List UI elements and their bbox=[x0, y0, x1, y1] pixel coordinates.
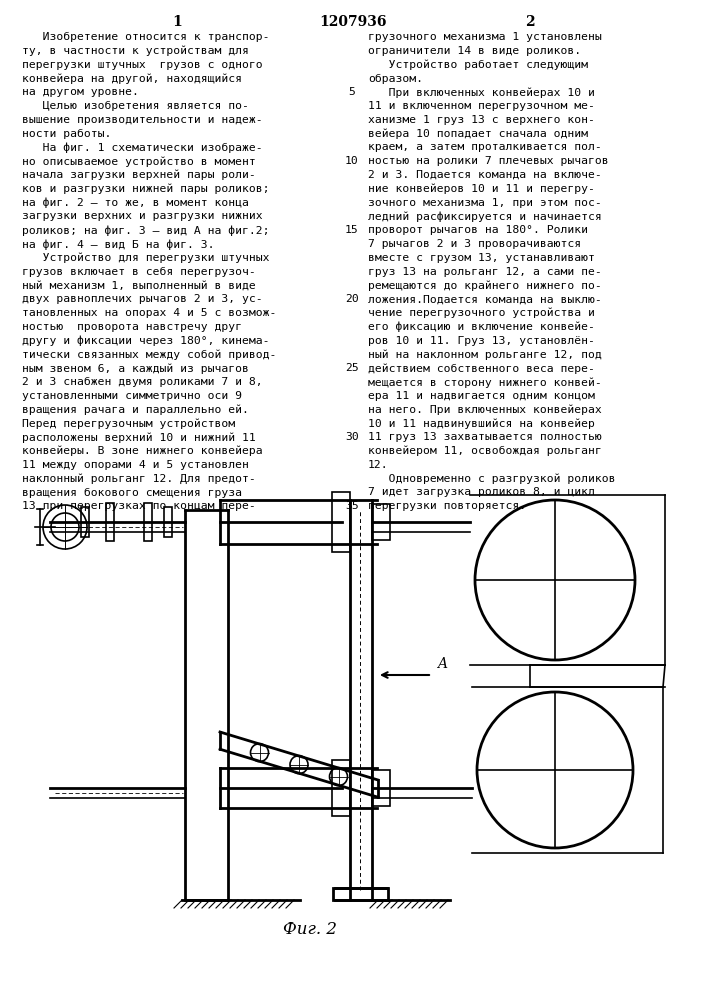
Text: двух равноплечих рычагов 2 и 3, ус-: двух равноплечих рычагов 2 и 3, ус- bbox=[22, 294, 262, 304]
Bar bbox=[81, 507, 89, 537]
Text: другу и фиксации через 180°, кинема-: другу и фиксации через 180°, кинема- bbox=[22, 336, 269, 346]
Bar bbox=[372, 770, 390, 806]
Text: груз 13 на рольганг 12, а сами пе-: груз 13 на рольганг 12, а сами пе- bbox=[368, 267, 602, 277]
Text: тически связанных между собой привод-: тически связанных между собой привод- bbox=[22, 349, 276, 360]
Text: 11 и включенном перегрузочном ме-: 11 и включенном перегрузочном ме- bbox=[368, 101, 595, 111]
Text: ности работы.: ности работы. bbox=[22, 129, 112, 139]
Bar bbox=[144, 503, 152, 541]
Text: 7 идет загрузка роликов 8, и цикл: 7 идет загрузка роликов 8, и цикл bbox=[368, 487, 595, 497]
Text: чение перегрузочного устройства и: чение перегрузочного устройства и bbox=[368, 308, 595, 318]
Text: 15: 15 bbox=[345, 225, 359, 235]
Text: вышение производительности и надеж-: вышение производительности и надеж- bbox=[22, 115, 262, 125]
Text: ный на наклонном рольганге 12, под: ный на наклонном рольганге 12, под bbox=[368, 349, 602, 360]
Text: 11 груз 13 захватывается полностью: 11 груз 13 захватывается полностью bbox=[368, 432, 602, 442]
Text: ограничители 14 в виде роликов.: ограничители 14 в виде роликов. bbox=[368, 46, 581, 56]
Text: вейера 10 попадает сначала одним: вейера 10 попадает сначала одним bbox=[368, 129, 588, 139]
Text: ров 10 и 11. Груз 13, установлён-: ров 10 и 11. Груз 13, установлён- bbox=[368, 336, 595, 346]
Text: Устройство для перегрузки штучных: Устройство для перегрузки штучных bbox=[22, 253, 269, 263]
Text: ков и разгрузки нижней пары роликов;: ков и разгрузки нижней пары роликов; bbox=[22, 184, 269, 194]
Text: 20: 20 bbox=[345, 294, 359, 304]
Text: на другом уровне.: на другом уровне. bbox=[22, 87, 139, 97]
Bar bbox=[372, 504, 390, 540]
Text: на фиг. 4 – вид Б на фиг. 3.: на фиг. 4 – вид Б на фиг. 3. bbox=[22, 239, 214, 249]
Text: грузов включает в себя перегрузоч-: грузов включает в себя перегрузоч- bbox=[22, 267, 256, 277]
Text: ложения.Подается команда на выклю-: ложения.Подается команда на выклю- bbox=[368, 294, 602, 304]
Text: 1207936: 1207936 bbox=[320, 15, 387, 29]
Text: действием собственного веса пере-: действием собственного веса пере- bbox=[368, 363, 595, 374]
Text: конвейером 11, освобождая рольганг: конвейером 11, освобождая рольганг bbox=[368, 446, 602, 456]
Text: 10 и 11 надвинувшийся на конвейер: 10 и 11 надвинувшийся на конвейер bbox=[368, 418, 595, 429]
Bar bbox=[332, 760, 350, 816]
Text: Целью изобретения является по-: Целью изобретения является по- bbox=[22, 101, 249, 111]
Text: ханизме 1 груз 13 с верхнего кон-: ханизме 1 груз 13 с верхнего кон- bbox=[368, 115, 595, 125]
Text: установленными симметрично оси 9: установленными симметрично оси 9 bbox=[22, 391, 242, 401]
Text: 35: 35 bbox=[345, 501, 359, 511]
Text: наклонный рольганг 12. Для предот-: наклонный рольганг 12. Для предот- bbox=[22, 474, 256, 484]
Text: грузочного механизма 1 установлены: грузочного механизма 1 установлены bbox=[368, 32, 602, 42]
Text: расположены верхний 10 и нижний 11: расположены верхний 10 и нижний 11 bbox=[22, 432, 256, 443]
Text: ный механизм 1, выполненный в виде: ный механизм 1, выполненный в виде bbox=[22, 280, 256, 290]
Text: Фиг. 2: Фиг. 2 bbox=[283, 921, 337, 938]
Text: конвейера на другой, находящийся: конвейера на другой, находящийся bbox=[22, 73, 242, 84]
Text: 12.: 12. bbox=[368, 460, 389, 470]
Text: тановленных на опорах 4 и 5 с возмож-: тановленных на опорах 4 и 5 с возмож- bbox=[22, 308, 276, 318]
Text: 13 при перегрузках по концам пере-: 13 при перегрузках по концам пере- bbox=[22, 501, 256, 511]
Text: 7 рычагов 2 и 3 проворачиваются: 7 рычагов 2 и 3 проворачиваются bbox=[368, 239, 581, 249]
Text: 10: 10 bbox=[345, 156, 359, 166]
Text: его фиксацию и включение конвейе-: его фиксацию и включение конвейе- bbox=[368, 322, 595, 332]
Text: ера 11 и надвигается одним концом: ера 11 и надвигается одним концом bbox=[368, 391, 595, 401]
Text: на него. При включенных конвейерах: на него. При включенных конвейерах bbox=[368, 405, 602, 415]
Text: ным звеном 6, а каждый из рычагов: ным звеном 6, а каждый из рычагов bbox=[22, 363, 249, 374]
Bar bbox=[164, 507, 172, 537]
Text: загрузки верхних и разгрузки нижних: загрузки верхних и разгрузки нижних bbox=[22, 211, 262, 221]
Text: На фиг. 1 схематически изображе-: На фиг. 1 схематически изображе- bbox=[22, 142, 262, 153]
Text: 2 и 3 снабжен двумя роликами 7 и 8,: 2 и 3 снабжен двумя роликами 7 и 8, bbox=[22, 377, 262, 387]
Bar bbox=[332, 492, 350, 552]
Text: При включенных конвейерах 10 и: При включенных конвейерах 10 и bbox=[368, 87, 595, 98]
Text: 30: 30 bbox=[345, 432, 359, 442]
Text: краем, а затем проталкивается пол-: краем, а затем проталкивается пол- bbox=[368, 142, 602, 152]
Text: вращения бокового смещения груза: вращения бокового смещения груза bbox=[22, 487, 242, 498]
Text: роликов; на фиг. 3 – вид А на фиг.2;: роликов; на фиг. 3 – вид А на фиг.2; bbox=[22, 225, 269, 236]
Text: Одновременно с разгрузкой роликов: Одновременно с разгрузкой роликов bbox=[368, 474, 616, 484]
Text: вместе с грузом 13, устанавливают: вместе с грузом 13, устанавливают bbox=[368, 253, 595, 263]
Bar bbox=[106, 503, 114, 541]
Text: ледний расфиксируется и начинается: ледний расфиксируется и начинается bbox=[368, 211, 602, 222]
Text: конвейеры. В зоне нижнего конвейера: конвейеры. В зоне нижнего конвейера bbox=[22, 446, 262, 456]
Text: вращения рачага и параллельно ей.: вращения рачага и параллельно ей. bbox=[22, 405, 249, 415]
Text: зочного механизма 1, при этом пос-: зочного механизма 1, при этом пос- bbox=[368, 198, 602, 208]
Text: мещается в сторону нижнего конвей-: мещается в сторону нижнего конвей- bbox=[368, 377, 602, 387]
Text: на фиг. 2 – то же, в момент конца: на фиг. 2 – то же, в момент конца bbox=[22, 198, 249, 208]
Bar bbox=[333, 888, 388, 900]
Text: перегрузки штучных  грузов с одного: перегрузки штучных грузов с одного bbox=[22, 60, 262, 70]
Text: но описываемое устройство в момент: но описываемое устройство в момент bbox=[22, 156, 256, 167]
Text: A: A bbox=[437, 657, 447, 671]
Text: образом.: образом. bbox=[368, 73, 423, 84]
Text: перегрузки повторяется.: перегрузки повторяется. bbox=[368, 501, 526, 511]
Text: 1: 1 bbox=[172, 15, 182, 29]
Text: ту, в частности к устройствам для: ту, в частности к устройствам для bbox=[22, 46, 249, 56]
Text: начала загрузки верхней пары роли-: начала загрузки верхней пары роли- bbox=[22, 170, 256, 180]
Text: 11 между опорами 4 и 5 установлен: 11 между опорами 4 и 5 установлен bbox=[22, 460, 249, 470]
Text: ремещаются до крайнего нижнего по-: ремещаются до крайнего нижнего по- bbox=[368, 280, 602, 291]
Text: 25: 25 bbox=[345, 363, 359, 373]
Text: ностью на ролики 7 плечевых рычагов: ностью на ролики 7 плечевых рычагов bbox=[368, 156, 609, 166]
Text: Изобретение относится к транспор-: Изобретение относится к транспор- bbox=[22, 32, 269, 42]
Text: проворот рычагов на 180°. Ролики: проворот рычагов на 180°. Ролики bbox=[368, 225, 588, 235]
Text: 2: 2 bbox=[525, 15, 534, 29]
Text: Перед перегрузочным устройством: Перед перегрузочным устройством bbox=[22, 418, 235, 429]
Text: 5: 5 bbox=[349, 87, 356, 97]
Text: 2 и 3. Подается команда на включе-: 2 и 3. Подается команда на включе- bbox=[368, 170, 602, 180]
Text: ние конвейеров 10 и 11 и перегру-: ние конвейеров 10 и 11 и перегру- bbox=[368, 184, 595, 194]
Text: ностью  проворота навстречу друг: ностью проворота навстречу друг bbox=[22, 322, 242, 332]
Text: Устройство работает следующим: Устройство работает следующим bbox=[368, 60, 588, 70]
